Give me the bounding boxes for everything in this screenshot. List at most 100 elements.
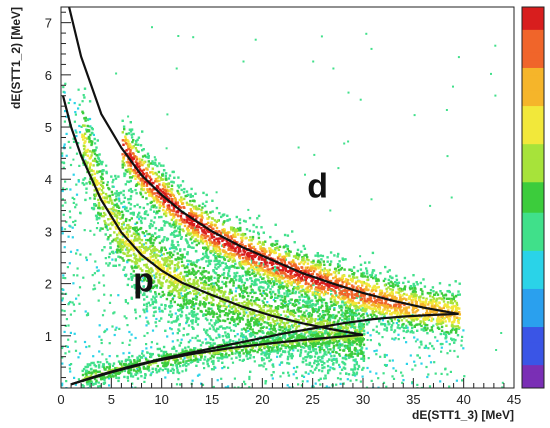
density-cell	[81, 100, 84, 103]
density-cell	[75, 152, 79, 155]
density-cell	[103, 293, 106, 296]
density-cell	[182, 295, 186, 298]
density-cell	[159, 254, 162, 258]
density-cell	[159, 264, 163, 267]
density-cell	[69, 146, 72, 149]
density-cell	[104, 233, 107, 236]
density-cell	[142, 285, 145, 288]
density-cell	[164, 273, 167, 277]
density-cell	[260, 357, 264, 360]
density-cell	[351, 368, 355, 371]
density-cell	[119, 250, 122, 254]
density-cell	[299, 310, 303, 313]
density-cell	[343, 268, 346, 271]
density-cell	[276, 310, 279, 313]
density-cell	[375, 349, 378, 352]
density-cell	[240, 240, 243, 243]
density-cell	[150, 190, 154, 193]
density-cell	[261, 319, 265, 322]
density-cell	[263, 272, 267, 276]
density-cell	[234, 231, 237, 234]
density-cell	[364, 302, 367, 305]
density-cell	[185, 234, 188, 237]
density-cell	[154, 273, 158, 276]
density-cell	[317, 341, 321, 344]
density-cell	[123, 174, 126, 178]
density-cell	[129, 272, 133, 276]
density-cell	[205, 260, 208, 263]
density-cell	[283, 305, 287, 308]
density-cell	[394, 369, 398, 372]
density-cell	[168, 253, 172, 257]
density-cell	[279, 283, 283, 286]
density-cell	[273, 309, 276, 312]
density-cell	[383, 284, 387, 287]
density-cell	[383, 355, 386, 358]
density-cell	[88, 140, 91, 143]
density-cell	[158, 276, 162, 279]
density-cell	[75, 131, 78, 134]
density-cell	[340, 368, 344, 371]
density-cell	[219, 264, 222, 267]
density-cell	[83, 152, 86, 155]
density-cell	[262, 231, 265, 234]
density-cell	[236, 309, 240, 313]
density-cell	[228, 303, 231, 306]
density-cell	[253, 312, 256, 315]
density-cell	[95, 215, 99, 219]
density-cell	[374, 299, 377, 302]
density-cell	[253, 299, 256, 303]
density-cell	[177, 292, 180, 296]
density-cell	[292, 349, 295, 352]
density-cell	[97, 269, 100, 272]
density-cell	[429, 361, 433, 364]
density-cell	[275, 242, 279, 246]
density-cell	[234, 262, 237, 265]
density-cell	[306, 317, 309, 321]
density-cell	[332, 67, 335, 70]
density-cell	[69, 300, 72, 304]
density-cell	[442, 297, 446, 300]
density-cell	[160, 226, 163, 230]
density-cell	[361, 375, 364, 378]
density-cell	[218, 295, 222, 298]
density-cell	[122, 241, 125, 244]
density-cell	[461, 335, 464, 338]
density-cell	[349, 299, 353, 303]
density-cell	[327, 369, 330, 372]
density-cell	[274, 306, 278, 309]
density-cell	[265, 311, 268, 314]
density-cell	[437, 315, 440, 318]
density-cell	[268, 359, 271, 363]
density-cell	[290, 352, 294, 356]
density-cell	[443, 303, 447, 306]
density-cell	[227, 366, 230, 369]
density-cell	[222, 301, 225, 304]
density-cell	[98, 204, 101, 207]
density-cell	[304, 300, 307, 304]
density-cell	[207, 310, 210, 313]
density-cell	[359, 255, 362, 258]
density-cell	[450, 329, 453, 333]
density-cell	[386, 320, 390, 323]
density-cell	[174, 258, 178, 261]
density-cell	[255, 283, 258, 286]
density-cell	[176, 214, 180, 217]
density-cell	[173, 176, 176, 179]
density-cell	[160, 246, 163, 249]
density-cell	[238, 221, 242, 225]
density-cell	[61, 382, 64, 385]
density-cell	[249, 291, 252, 295]
density-cell	[391, 375, 394, 378]
density-cell	[84, 140, 87, 143]
density-cell	[73, 223, 77, 226]
density-cell	[296, 318, 299, 322]
density-cell	[85, 345, 88, 349]
density-cell	[139, 291, 142, 294]
density-cell	[242, 334, 245, 337]
density-cell	[172, 209, 175, 213]
density-cell	[301, 346, 304, 349]
density-cell	[93, 284, 96, 287]
density-cell	[77, 179, 80, 182]
density-cell	[177, 273, 180, 277]
